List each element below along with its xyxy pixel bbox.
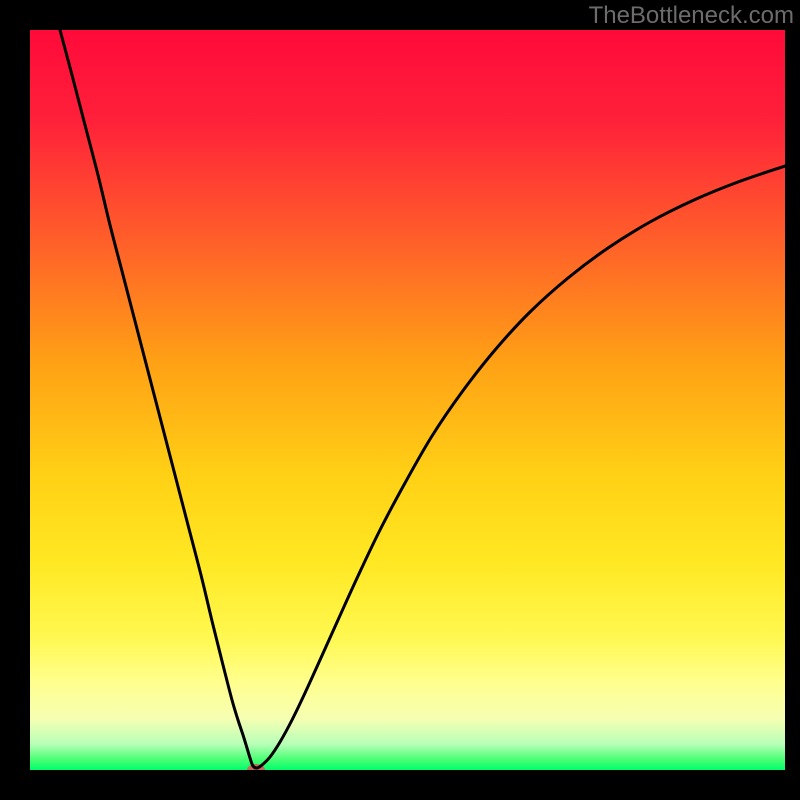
plot-area bbox=[30, 30, 785, 770]
watermark-text: TheBottleneck.com bbox=[589, 2, 794, 30]
